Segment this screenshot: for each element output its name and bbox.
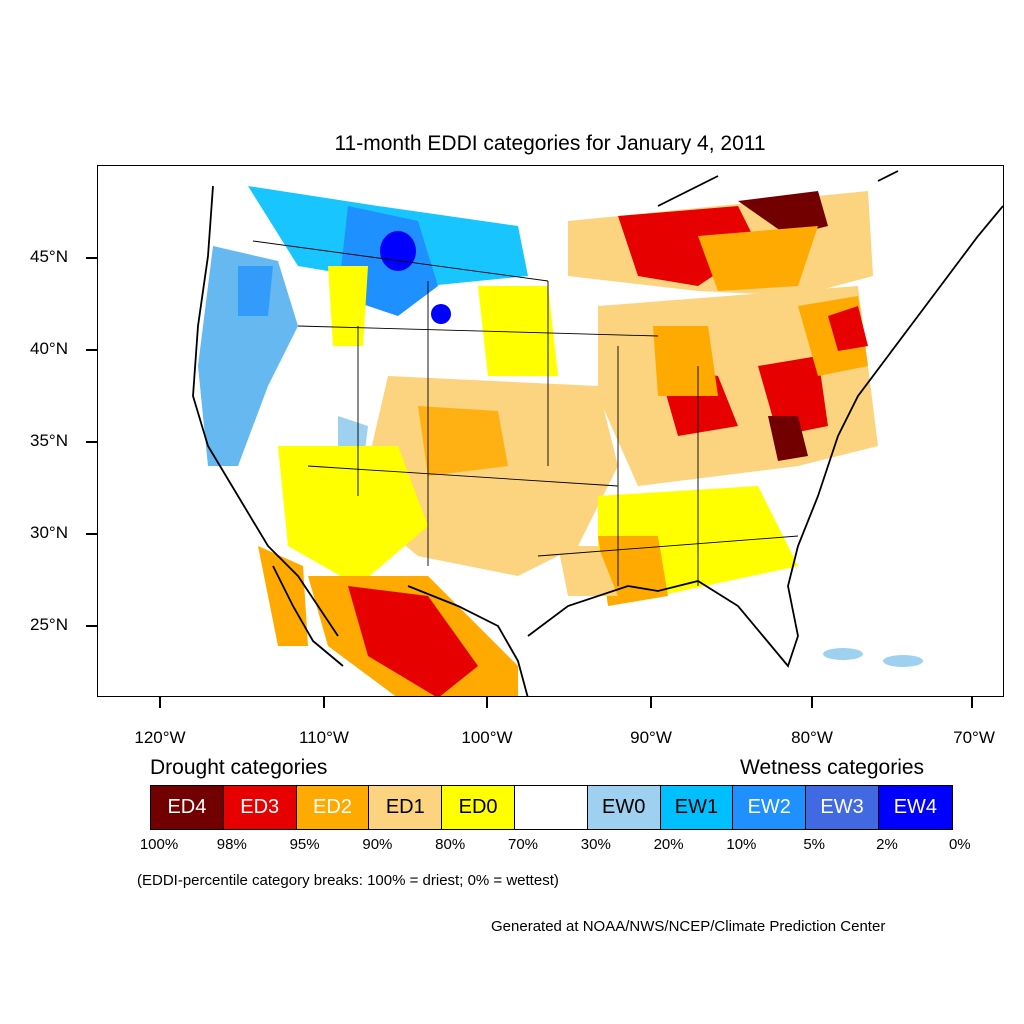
- x-tick: [811, 697, 813, 708]
- x-tick-label: 90°W: [630, 728, 672, 747]
- y-tick: [86, 441, 97, 443]
- legend-break-label: 2%: [876, 836, 898, 853]
- legend-break-label: 5%: [803, 836, 826, 853]
- y-tick: [86, 625, 97, 627]
- legend-break-label: 80%: [435, 836, 466, 853]
- x-tick: [650, 697, 652, 708]
- x-tick-label: 110°W: [299, 728, 349, 747]
- legend-category-ed2: ED2: [296, 786, 370, 829]
- y-tick: [86, 257, 97, 259]
- x-tick-label: 120°W: [134, 728, 186, 747]
- map-panel: [97, 165, 1004, 697]
- x-tick: [971, 697, 973, 708]
- legend-break-label: 30%: [580, 836, 611, 853]
- legend-category-ed4: ED4: [151, 786, 224, 829]
- legend-break-label: 10%: [726, 836, 757, 853]
- y-tick: [86, 349, 97, 351]
- legend-category-ed0: ED0: [442, 786, 515, 829]
- map-shading: [198, 186, 923, 696]
- x-tick-label: 70°W: [953, 728, 995, 747]
- category-note: (EDDI-percentile category breaks: 100% =…: [137, 872, 559, 889]
- map-title: 11-month EDDI categories for January 4, …: [334, 132, 766, 155]
- legend-category-ew0: EW0: [587, 786, 661, 829]
- x-tick: [486, 697, 488, 708]
- legend-break-label: 98%: [216, 836, 247, 853]
- wetness-heading: Wetness categories: [740, 756, 925, 779]
- legend-category-normal: [514, 786, 588, 829]
- credit-text: Generated at NOAA/NWS/NCEP/Climate Predi…: [491, 918, 886, 935]
- legend-colorbar: ED4 ED3 ED2 ED1 ED0 EW0 EW1 EW2 EW3 EW4: [150, 785, 953, 830]
- legend-category-ed3: ED3: [223, 786, 297, 829]
- y-tick: [86, 533, 97, 535]
- legend-category-ew1: EW1: [660, 786, 734, 829]
- legend-break-label: 90%: [362, 836, 393, 853]
- x-tick: [323, 697, 325, 708]
- state-borders: [252, 240, 799, 586]
- y-tick-label: 40°N: [30, 339, 68, 358]
- legend-break-label: 20%: [653, 836, 684, 853]
- eddi-map: [192, 170, 1003, 696]
- legend-category-ed1: ED1: [369, 786, 443, 829]
- legend-break-label: 100%: [139, 836, 179, 853]
- legend-break-label: 70%: [507, 836, 539, 853]
- boundary-lines: [192, 170, 1003, 696]
- legend-break-label: 95%: [289, 836, 320, 853]
- legend-break-label: 0%: [948, 836, 971, 853]
- drought-heading: Drought categories: [150, 756, 328, 779]
- x-tick: [159, 697, 161, 708]
- y-tick-label: 45°N: [30, 247, 68, 266]
- y-tick-label: 30°N: [30, 523, 68, 542]
- y-tick-label: 25°N: [30, 615, 68, 634]
- legend-category-ew3: EW3: [806, 786, 879, 829]
- x-tick-label: 100°W: [461, 728, 513, 747]
- x-tick-label: 80°W: [791, 728, 833, 747]
- legend-category-ew2: EW2: [733, 786, 807, 829]
- y-tick-label: 35°N: [30, 431, 68, 450]
- legend-category-ew4: EW4: [878, 786, 952, 829]
